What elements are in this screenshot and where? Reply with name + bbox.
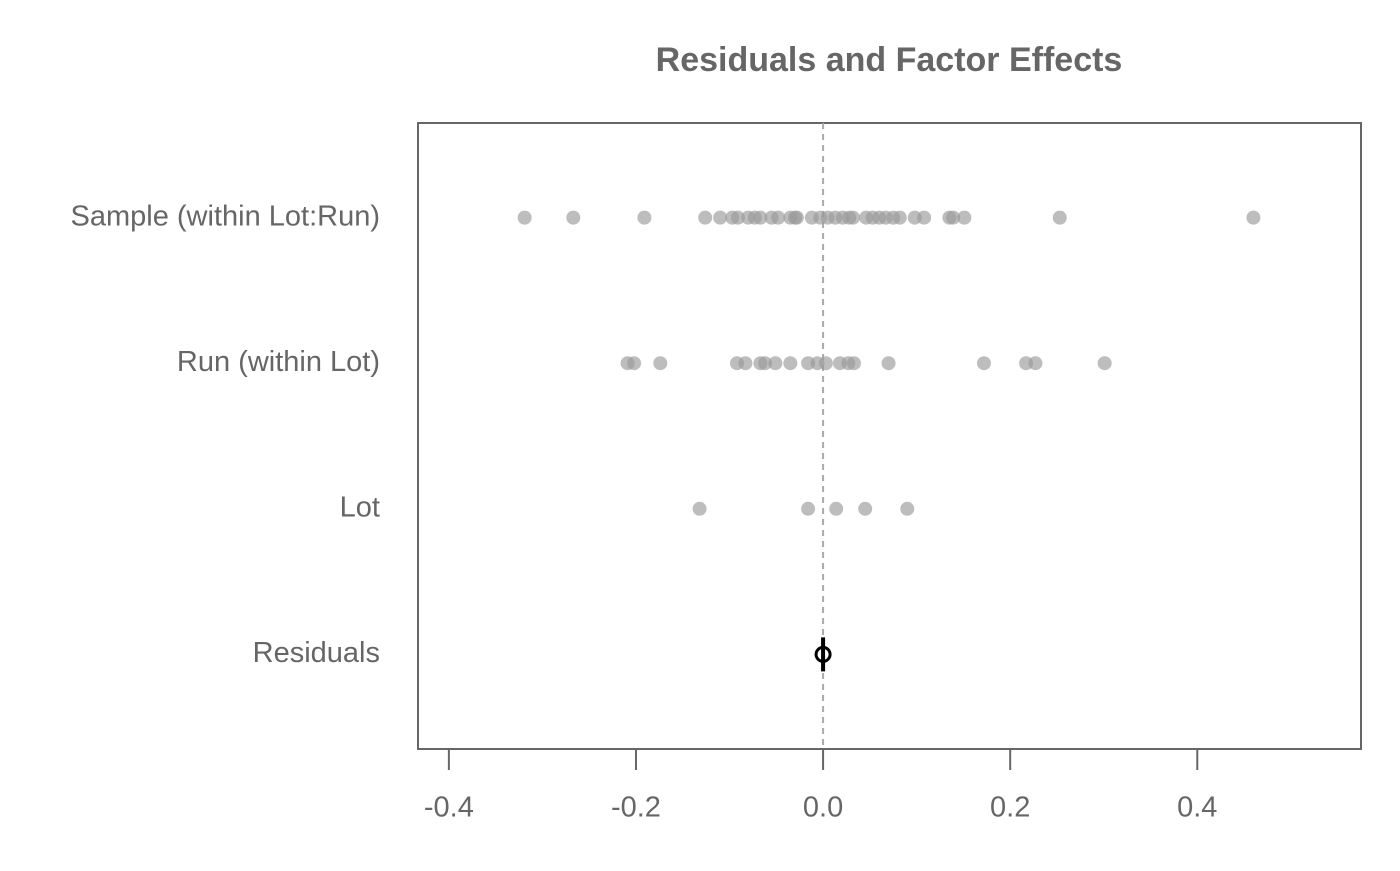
point [829, 501, 844, 516]
point [789, 210, 804, 225]
x-tick-label: 0.2 [990, 792, 1030, 824]
point [627, 356, 642, 371]
point [783, 356, 798, 371]
point [637, 210, 652, 225]
residual-point [814, 645, 832, 663]
point [753, 210, 768, 225]
point [976, 356, 991, 371]
point [517, 210, 532, 225]
x-tick-label: 0.4 [1177, 792, 1217, 824]
point [801, 501, 816, 516]
point [892, 210, 907, 225]
point [653, 356, 668, 371]
point [1028, 356, 1043, 371]
point [771, 210, 786, 225]
y-category-label: Residuals [253, 637, 380, 669]
point [713, 210, 728, 225]
point [1246, 210, 1261, 225]
point [768, 356, 783, 371]
point [738, 356, 753, 371]
point [692, 501, 707, 516]
point [818, 356, 833, 371]
y-category-label: Sample (within Lot:Run) [71, 200, 380, 232]
point [946, 210, 961, 225]
point [881, 356, 896, 371]
x-tick-label: -0.2 [611, 792, 661, 824]
point [730, 210, 745, 225]
point [1097, 356, 1112, 371]
point [858, 501, 873, 516]
point [698, 210, 713, 225]
point [846, 356, 861, 371]
x-tick-label: 0.0 [803, 792, 843, 824]
point [900, 501, 915, 516]
point [1052, 210, 1067, 225]
point [917, 210, 932, 225]
y-category-label: Lot [340, 491, 380, 523]
point [566, 210, 581, 225]
x-tick-label: -0.4 [424, 792, 474, 824]
chart-title: Residuals and Factor Effects [656, 41, 1123, 79]
y-category-label: Run (within Lot) [177, 346, 380, 378]
point [957, 210, 972, 225]
point [846, 210, 861, 225]
point [758, 356, 773, 371]
